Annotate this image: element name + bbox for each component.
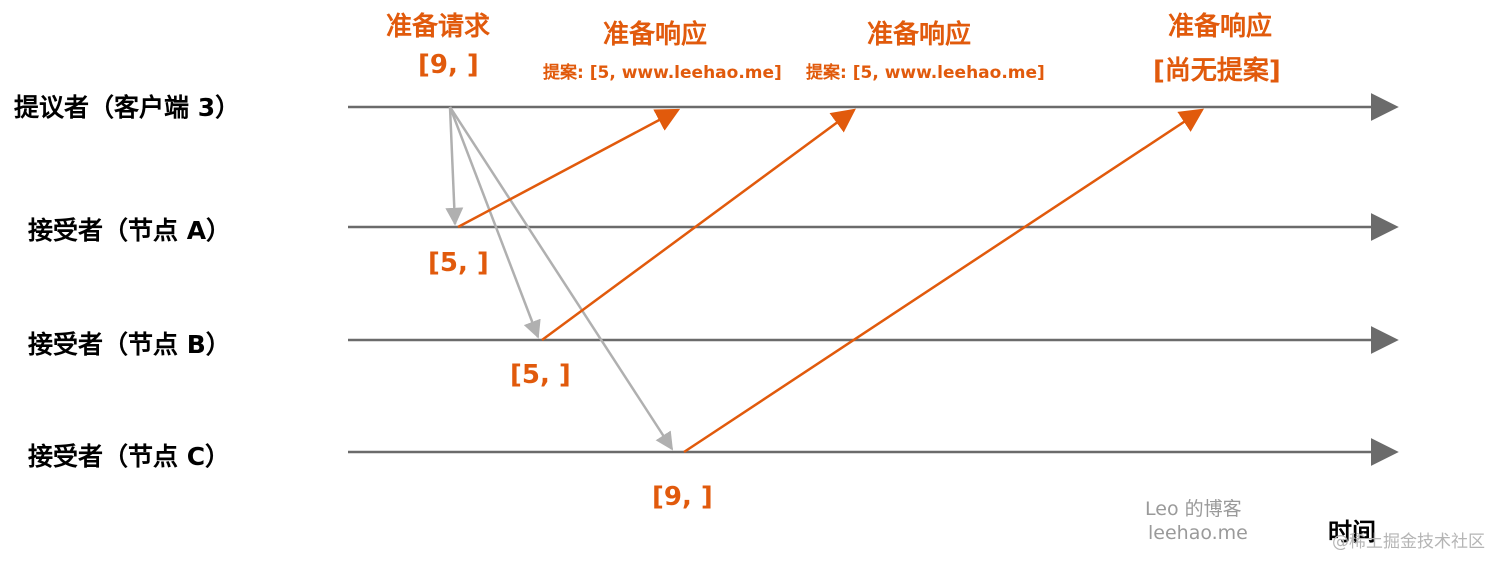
request-arrow-c xyxy=(448,106,674,451)
acceptor-c-value: [9, ] xyxy=(652,482,713,512)
proposer-label: 提议者（客户端 3） xyxy=(14,93,241,122)
response-arrow-b xyxy=(541,108,856,342)
request-arrow-b xyxy=(448,106,541,339)
response-2-title: 准备响应 xyxy=(867,20,972,50)
prepare-request-title: 准备请求 xyxy=(386,12,491,42)
watermark-line2: leehao.me xyxy=(1148,522,1248,544)
response-1-title: 准备响应 xyxy=(603,20,708,50)
response-1-detail: 提案: [5, www.leehao.me] xyxy=(543,63,782,83)
prepare-request-value: [9, ] xyxy=(418,50,479,80)
acceptor-c-label: 接受者（节点 C） xyxy=(28,442,231,471)
response-arrow-c xyxy=(683,108,1205,454)
response-arrow-a xyxy=(457,108,681,229)
platform-watermark: @稀土掘金技术社区 xyxy=(1332,532,1485,552)
acceptor-b-value: [5, ] xyxy=(510,360,571,390)
response-3-detail: [尚无提案] xyxy=(1153,56,1281,86)
acceptor-a-label: 接受者（节点 A） xyxy=(28,216,232,245)
watermark-line1: Leo 的博客 xyxy=(1145,498,1242,520)
acceptor-a-value: [5, ] xyxy=(428,248,489,278)
response-3-title: 准备响应 xyxy=(1168,12,1273,42)
request-arrow-a xyxy=(445,106,464,226)
time-label: 时间 xyxy=(1328,518,1376,546)
response-2-detail: 提案: [5, www.leehao.me] xyxy=(806,63,1045,83)
acceptor-b-label: 接受者（节点 B） xyxy=(28,330,231,359)
